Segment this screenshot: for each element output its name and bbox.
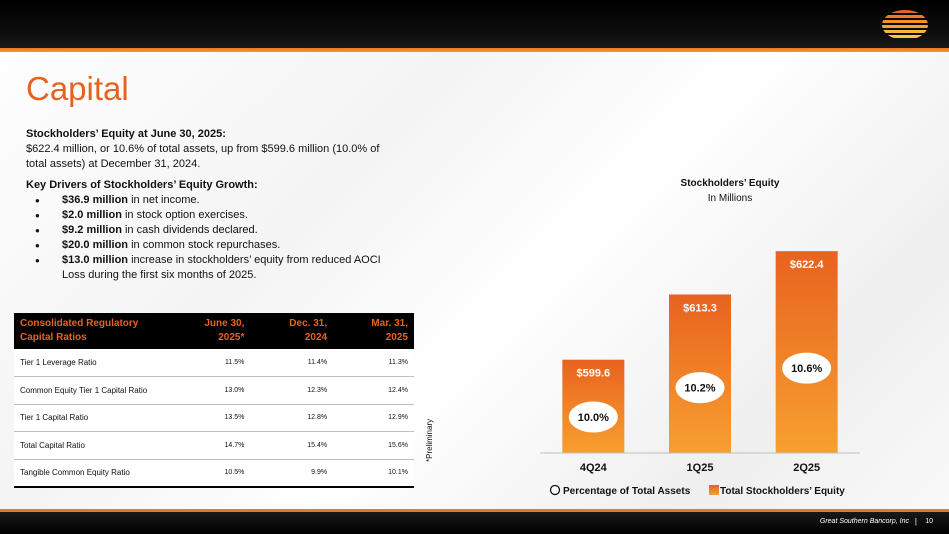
equity-bar-chart: $599.6 10.0% 4Q24 $613.3 10.2% 1Q25 $622.4 10.6… <box>540 251 860 497</box>
list-item: $36.9 million in net income. <box>35 193 396 208</box>
table-header-col: Mar. 31, 2025 <box>333 313 414 349</box>
driver-amount: $9.2 million <box>62 224 122 236</box>
page-title: Capital <box>26 70 129 107</box>
driver-amount: $2.0 million <box>62 209 122 221</box>
preliminary-note: *Preliminary <box>425 418 434 462</box>
x-tick-label: 2Q25 <box>793 462 820 474</box>
chart-title: Stockholders’ Equity <box>680 178 780 189</box>
equity-summary-body: $622.4 million, or 10.6% of total assets… <box>26 143 380 170</box>
bottom-accent-stripe <box>0 509 949 512</box>
row-value: 12.8% <box>250 404 334 432</box>
bar-value-label: $622.4 <box>790 259 825 271</box>
percent-label: 10.6% <box>791 363 822 375</box>
header-col-line2: 2024 <box>304 332 328 343</box>
driver-text: increase in stockholders’ equity from re… <box>62 254 381 281</box>
row-value: 13.5% <box>164 404 251 432</box>
list-item: $2.0 million in stock option exercises. <box>35 208 396 223</box>
company-logo-icon <box>882 10 928 38</box>
driver-amount: $36.9 million <box>62 194 129 206</box>
percent-bubble <box>675 372 725 404</box>
row-label: Tier 1 Leverage Ratio <box>14 349 164 377</box>
row-value: 12.4% <box>333 376 414 405</box>
header-label-line2: Capital Ratios <box>20 332 87 343</box>
header-col-line1: Mar. 31, <box>371 318 408 329</box>
driver-text: in common stock repurchases. <box>128 239 281 251</box>
list-item: $20.0 million in common stock repurchase… <box>35 238 396 253</box>
x-tick-label: 4Q24 <box>580 462 608 474</box>
bar-value-label: $613.3 <box>683 302 717 314</box>
legend-swatch-equity <box>709 485 719 495</box>
page-number: 10 <box>925 518 933 525</box>
driver-amount: $20.0 million <box>62 239 129 251</box>
row-value: 11.5% <box>164 349 251 377</box>
row-label: Common Equity Tier 1 Capital Ratio <box>14 376 164 405</box>
table-row: Tier 1 Capital Ratio 13.5% 12.8% 12.9% <box>14 404 414 432</box>
chart-bar <box>775 251 838 453</box>
bottom-bar <box>0 512 949 534</box>
row-label: Tier 1 Capital Ratio <box>14 404 164 432</box>
row-label: Tangible Common Equity Ratio <box>14 459 164 488</box>
driver-text: in cash dividends declared. <box>121 224 258 236</box>
legend-label: Percentage of Total Assets <box>563 486 691 497</box>
row-value: 10.5% <box>164 459 251 488</box>
percent-label: 10.0% <box>578 412 609 424</box>
header-col-line2: 2025 <box>385 332 408 343</box>
table-header-label: Consolidated Regulatory Capital Ratios <box>14 313 164 349</box>
driver-amount: $13.0 million <box>62 254 129 266</box>
table-row: Common Equity Tier 1 Capital Ratio 13.0%… <box>14 376 414 405</box>
row-value: 15.4% <box>250 431 334 460</box>
footer-company: Great Southern Bancorp, Inc <box>819 518 909 525</box>
top-bar <box>0 0 949 48</box>
table-row: Tier 1 Leverage Ratio 11.5% 11.4% 11.3% <box>14 349 414 377</box>
drivers-heading: Key Drivers of Stockholders’ Equity Grow… <box>26 179 258 191</box>
list-item: $13.0 million increase in stockholders’ … <box>35 253 396 283</box>
row-value: 15.6% <box>333 431 414 460</box>
equity-drivers: Key Drivers of Stockholders’ Equity Grow… <box>26 178 396 283</box>
row-value: 12.3% <box>250 376 334 405</box>
percent-bubble <box>782 352 832 384</box>
footer-separator: | <box>914 517 917 526</box>
x-tick-label: 1Q25 <box>687 462 714 474</box>
row-label: Total Capital Ratio <box>14 431 164 460</box>
row-value: 10.1% <box>333 459 414 488</box>
equity-summary: Stockholders’ Equity at June 30, 2025: $… <box>26 127 396 172</box>
row-value: 12.9% <box>333 404 414 432</box>
header-col-line1: Dec. 31, <box>289 318 328 329</box>
header-col-line1: June 30, <box>204 318 245 329</box>
driver-text: in stock option exercises. <box>121 209 248 221</box>
row-value: 9.9% <box>250 459 334 488</box>
percent-bubble <box>568 401 618 433</box>
row-value: 11.4% <box>250 349 334 377</box>
bar-value-label: $599.6 <box>577 368 611 380</box>
equity-summary-heading: Stockholders’ Equity at June 30, 2025: <box>26 128 226 140</box>
header-col-line2: 2025* <box>218 332 245 343</box>
table-header-row: Consolidated Regulatory Capital Ratios J… <box>14 313 414 349</box>
row-value: 11.3% <box>333 349 414 377</box>
list-item: $9.2 million in cash dividends declared. <box>35 223 396 238</box>
header-label-line1: Consolidated Regulatory <box>20 318 139 329</box>
legend-swatch-percent <box>549 484 561 496</box>
legend-label: Total Stockholders’ Equity <box>720 486 845 497</box>
table-header-col: Dec. 31, 2024 <box>250 313 334 349</box>
table-row: Tangible Common Equity Ratio 10.5% 9.9% … <box>14 459 414 488</box>
table-header-col: June 30, 2025* <box>164 313 251 349</box>
top-accent-stripe <box>0 48 949 52</box>
table-row: Total Capital Ratio 14.7% 15.4% 15.6% <box>14 431 414 460</box>
driver-text: in net income. <box>128 194 200 206</box>
chart-subtitle: In Millions <box>707 193 753 204</box>
percent-label: 10.2% <box>684 383 715 395</box>
drivers-list: $36.9 million in net income. $2.0 millio… <box>35 193 396 283</box>
capital-ratios-table: Consolidated Regulatory Capital Ratios J… <box>14 313 414 488</box>
row-value: 13.0% <box>164 376 251 405</box>
row-value: 14.7% <box>164 431 251 460</box>
